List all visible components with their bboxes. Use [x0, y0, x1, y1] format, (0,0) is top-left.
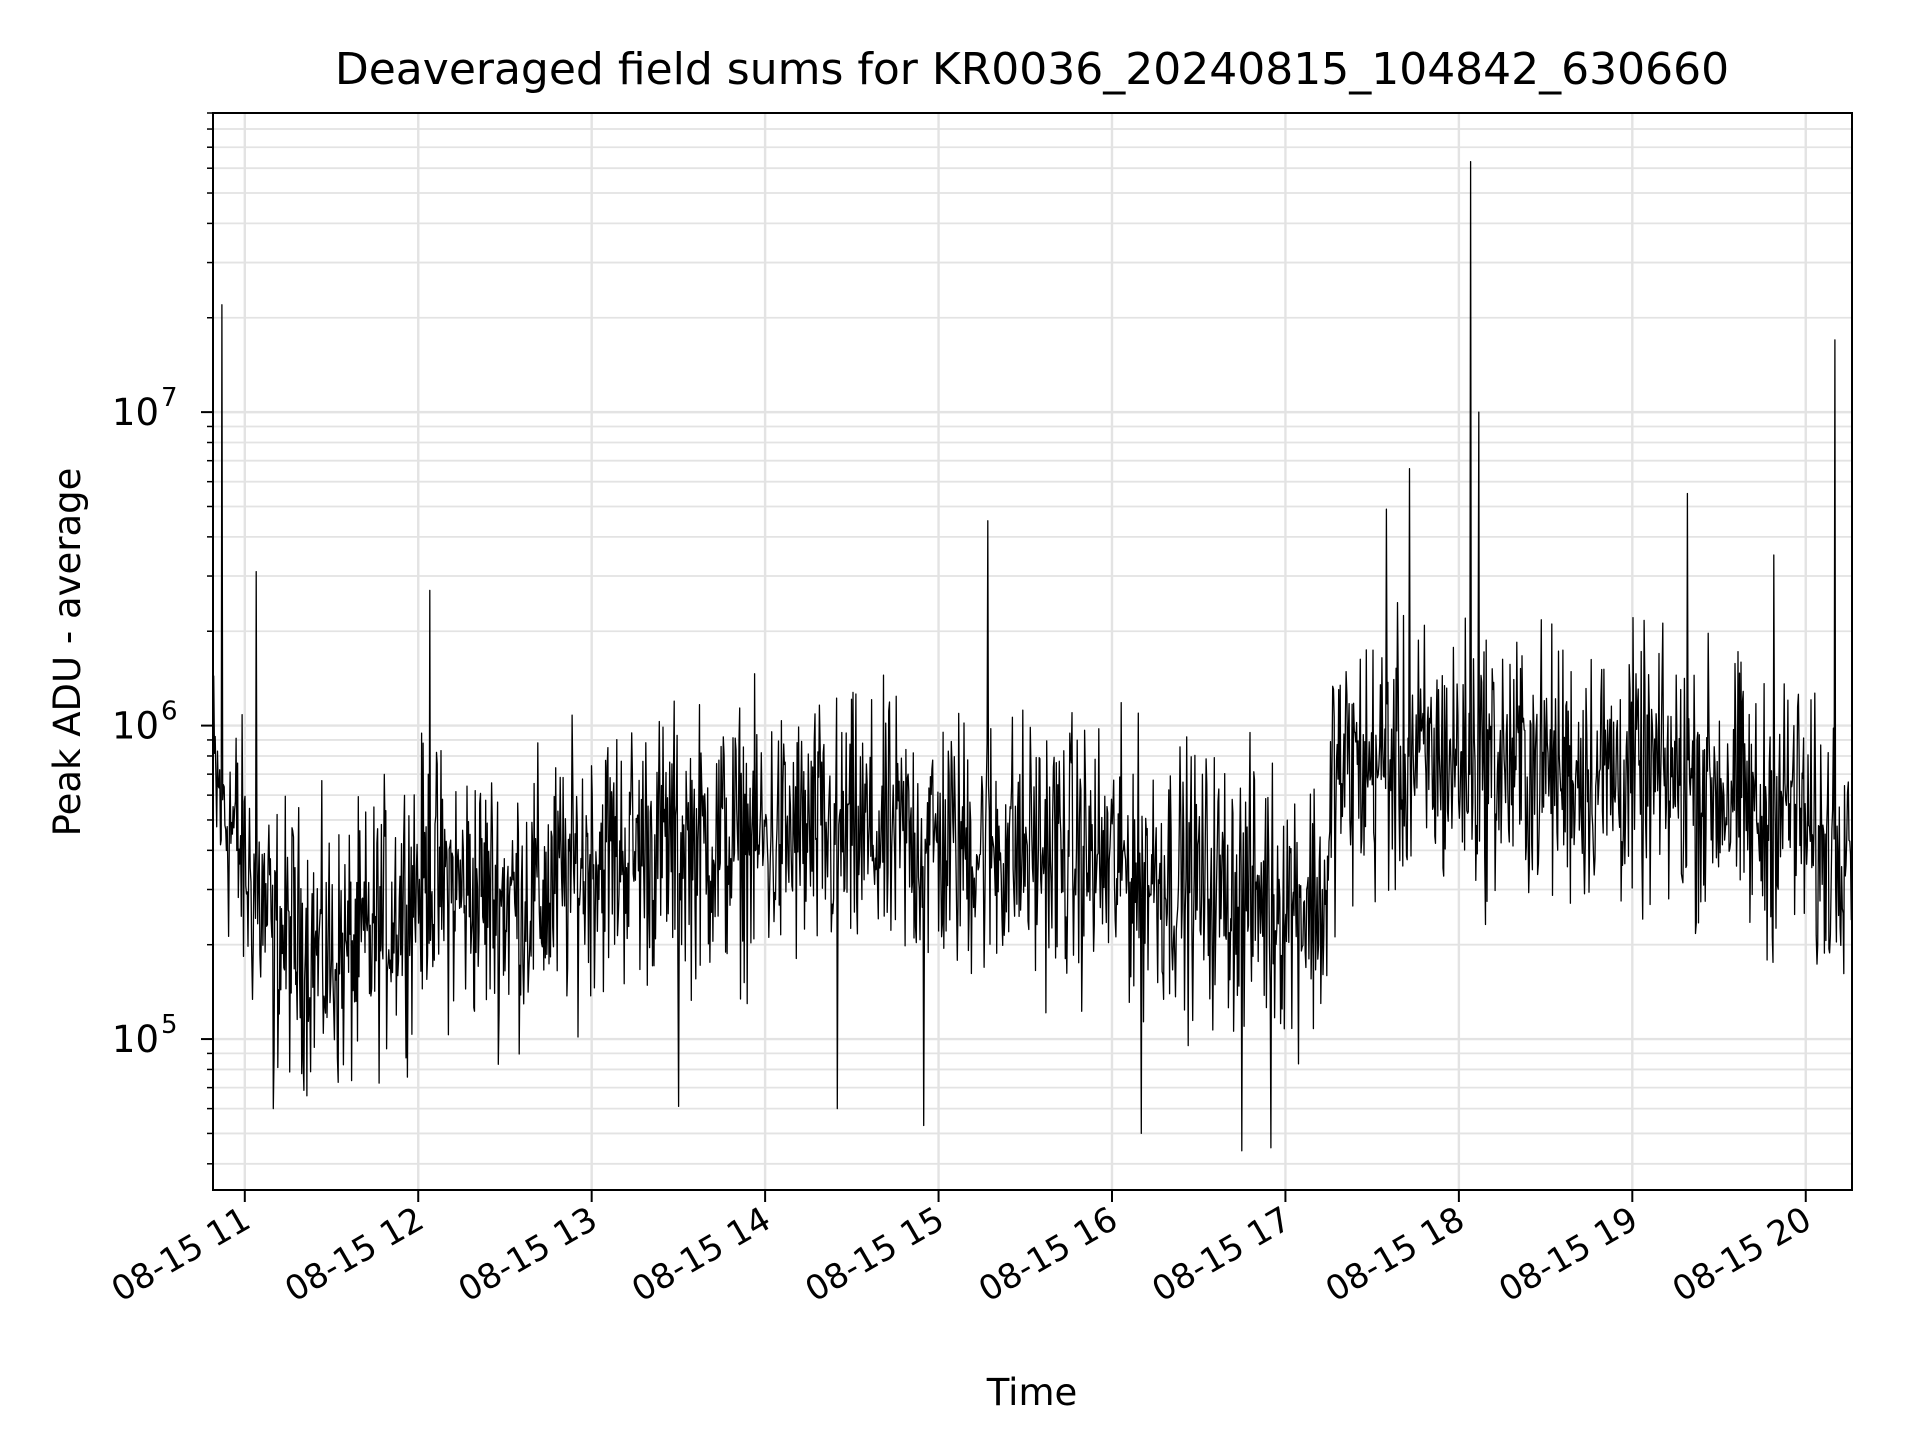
series-layer: [212, 160, 1853, 1152]
y-tick-label-exponent: 6: [161, 697, 178, 727]
y-tick-label: 10: [112, 391, 159, 434]
y-axis-label: Peak ADU - average: [46, 468, 89, 837]
plot-frame: [212, 112, 1853, 1191]
y-tick-label-exponent: 7: [161, 383, 178, 413]
y-tick-label-exponent: 5: [161, 1010, 178, 1040]
y-tick-label: 10: [112, 1018, 159, 1061]
x-axis-label: Time: [986, 1371, 1078, 1414]
series-line: [212, 160, 1853, 1152]
chart-title: Deaveraged field sums for KR0036_2024081…: [335, 44, 1729, 95]
y-tick-label: 10: [112, 705, 159, 748]
